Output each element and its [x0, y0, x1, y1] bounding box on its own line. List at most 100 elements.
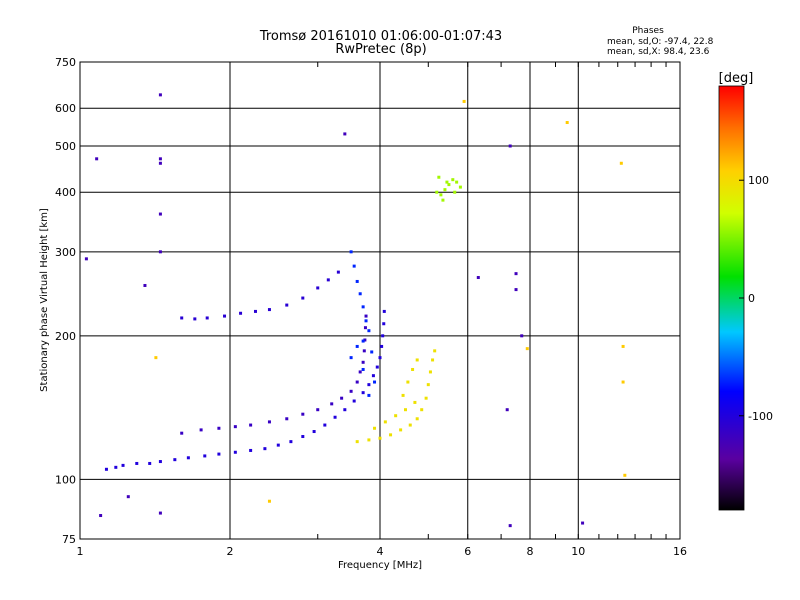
data-point: [301, 296, 305, 300]
data-point: [383, 420, 387, 424]
data-point: [476, 276, 480, 280]
data-point: [99, 514, 103, 518]
stats-heading: Phases: [632, 26, 664, 36]
data-point: [411, 367, 415, 371]
data-point: [370, 350, 374, 354]
data-point: [143, 283, 147, 287]
data-point: [508, 524, 512, 528]
x-axis-label: Frequency [MHz]: [338, 560, 422, 571]
data-point: [525, 347, 529, 351]
data-point: [428, 370, 432, 374]
data-point: [233, 450, 237, 454]
data-point: [84, 257, 88, 261]
data-point: [361, 305, 365, 309]
data-point: [352, 399, 356, 403]
data-point: [349, 356, 353, 360]
data-point: [367, 329, 371, 333]
y-axis-label: Stationary phase Virtual Height [km]: [39, 208, 50, 392]
data-point: [415, 358, 419, 362]
x-tick-label: 2: [227, 545, 234, 558]
colorbar-tick-label: 0: [748, 292, 755, 305]
data-point: [349, 250, 353, 254]
data-point: [361, 391, 365, 395]
data-point: [443, 188, 447, 192]
data-point: [358, 292, 362, 296]
data-point: [358, 370, 362, 374]
data-point: [186, 456, 190, 460]
data-point: [435, 190, 439, 194]
data-point: [415, 417, 419, 421]
y-tick-label: 100: [55, 473, 76, 486]
grid-lines: [80, 62, 680, 539]
data-point: [205, 316, 209, 320]
data-point: [343, 132, 347, 136]
data-point: [249, 423, 253, 427]
data-point: [408, 423, 412, 427]
data-point: [330, 402, 334, 406]
data-point: [401, 393, 405, 397]
x-tick-label: 10: [571, 545, 585, 558]
data-point: [380, 344, 384, 348]
data-point: [441, 198, 445, 202]
data-point: [285, 303, 289, 307]
data-point: [361, 367, 365, 371]
y-tick-label: 200: [55, 330, 76, 343]
colorbar-tick-label: 100: [748, 174, 769, 187]
data-point: [382, 322, 386, 326]
data-point: [508, 144, 512, 148]
data-point: [355, 380, 359, 384]
data-point: [158, 250, 162, 254]
data-point: [394, 414, 398, 418]
chart-subtitle: RwPretec (8p): [335, 42, 426, 57]
data-point: [371, 374, 375, 378]
data-point: [217, 452, 221, 456]
data-point: [158, 157, 162, 161]
data-point: [263, 447, 267, 451]
data-point: [158, 511, 162, 515]
y-tick-label: 75: [62, 533, 76, 546]
data-point: [447, 183, 451, 187]
data-point: [367, 438, 371, 442]
data-point: [193, 317, 197, 321]
data-point: [180, 431, 184, 435]
data-point: [158, 460, 162, 464]
data-point: [233, 425, 237, 429]
data-point: [352, 264, 356, 268]
x-axis-ticks: 1 2 4 6 8 10 16: [77, 62, 687, 558]
data-point: [154, 356, 158, 360]
data-point: [367, 383, 371, 387]
data-point: [619, 161, 623, 165]
data-point: [565, 121, 569, 125]
data-point: [433, 349, 437, 353]
data-point: [104, 467, 108, 471]
stats-line-o: mean, sd,O: -97.4, 22.8: [607, 37, 714, 47]
data-point: [437, 175, 441, 179]
data-point: [426, 383, 430, 387]
data-point: [364, 314, 368, 318]
data-point: [217, 426, 221, 430]
y-axis-ticks: 75 100 200 300 400 500 600 750: [55, 56, 76, 546]
colorbar-ticks: 100 0 -100: [739, 174, 773, 423]
data-point: [135, 461, 139, 465]
data-point: [249, 448, 253, 452]
data-point: [363, 338, 367, 342]
data-point: [340, 396, 344, 400]
data-point: [276, 443, 280, 447]
data-point: [158, 161, 162, 165]
data-point: [431, 358, 435, 362]
y-tick-label: 750: [55, 56, 76, 69]
data-point: [413, 400, 417, 404]
x-tick-label: 16: [673, 545, 687, 558]
data-point: [361, 339, 365, 343]
data-point: [323, 423, 327, 427]
chart-title: Tromsø 20161010 01:06:00-01:07:43: [259, 29, 502, 44]
x-tick-label: 1: [77, 545, 84, 558]
data-point: [199, 428, 203, 432]
data-point: [316, 408, 320, 412]
data-point: [364, 319, 368, 323]
data-point: [389, 433, 393, 437]
y-tick-label: 400: [55, 186, 76, 199]
data-point: [301, 412, 305, 416]
data-point: [121, 463, 125, 467]
data-point: [301, 435, 305, 439]
